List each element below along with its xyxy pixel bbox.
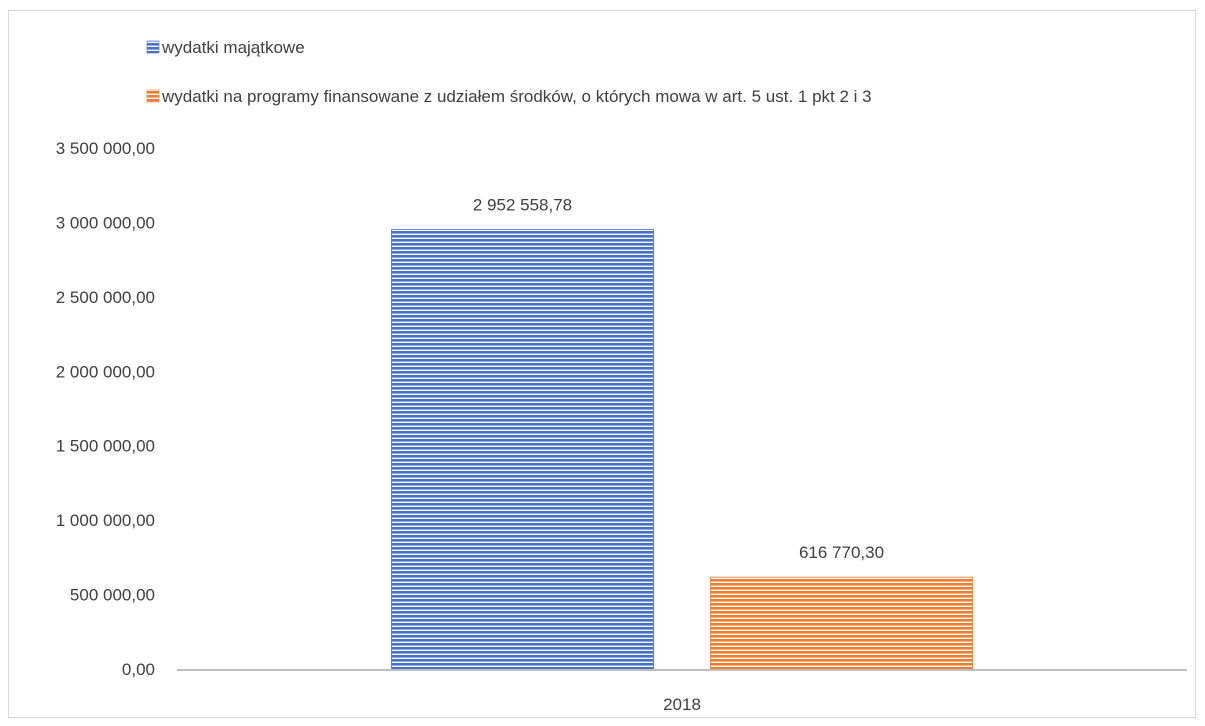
legend-swatch-2 bbox=[146, 89, 160, 103]
y-tick-label: 2 500 000,00 bbox=[56, 288, 155, 307]
y-tick-label: 3 000 000,00 bbox=[56, 213, 155, 232]
bar-series-2 bbox=[710, 576, 973, 670]
y-axis: 0,00 500 000,00 1 000 000,00 1 500 000,00 2 … bbox=[56, 139, 155, 679]
y-tick-label: 0,00 bbox=[122, 660, 155, 679]
bar-chart: wydatki majątkowe wydatki na programy fin… bbox=[56, 38, 1187, 714]
chart-frame: wydatki majątkowe wydatki na programy fin… bbox=[8, 10, 1196, 718]
legend-label-1: wydatki majątkowe bbox=[161, 38, 305, 57]
y-tick-label: 500 000,00 bbox=[70, 586, 155, 605]
legend: wydatki majątkowe wydatki na programy fin… bbox=[146, 38, 872, 106]
legend-label-2: wydatki na programy finansowane z udział… bbox=[161, 87, 872, 106]
bar-series-1 bbox=[391, 229, 654, 670]
legend-swatch-1 bbox=[146, 40, 160, 54]
y-tick-label: 1 500 000,00 bbox=[56, 437, 155, 456]
bars: 2 952 558,78 616 770,30 bbox=[391, 195, 973, 670]
x-axis: 2018 bbox=[177, 669, 1187, 714]
data-label-series-2: 616 770,30 bbox=[799, 543, 884, 562]
data-label-series-1: 2 952 558,78 bbox=[473, 195, 572, 214]
y-tick-label: 1 000 000,00 bbox=[56, 511, 155, 530]
x-tick-label: 2018 bbox=[663, 695, 701, 714]
y-tick-label: 3 500 000,00 bbox=[56, 139, 155, 158]
y-tick-label: 2 000 000,00 bbox=[56, 362, 155, 381]
